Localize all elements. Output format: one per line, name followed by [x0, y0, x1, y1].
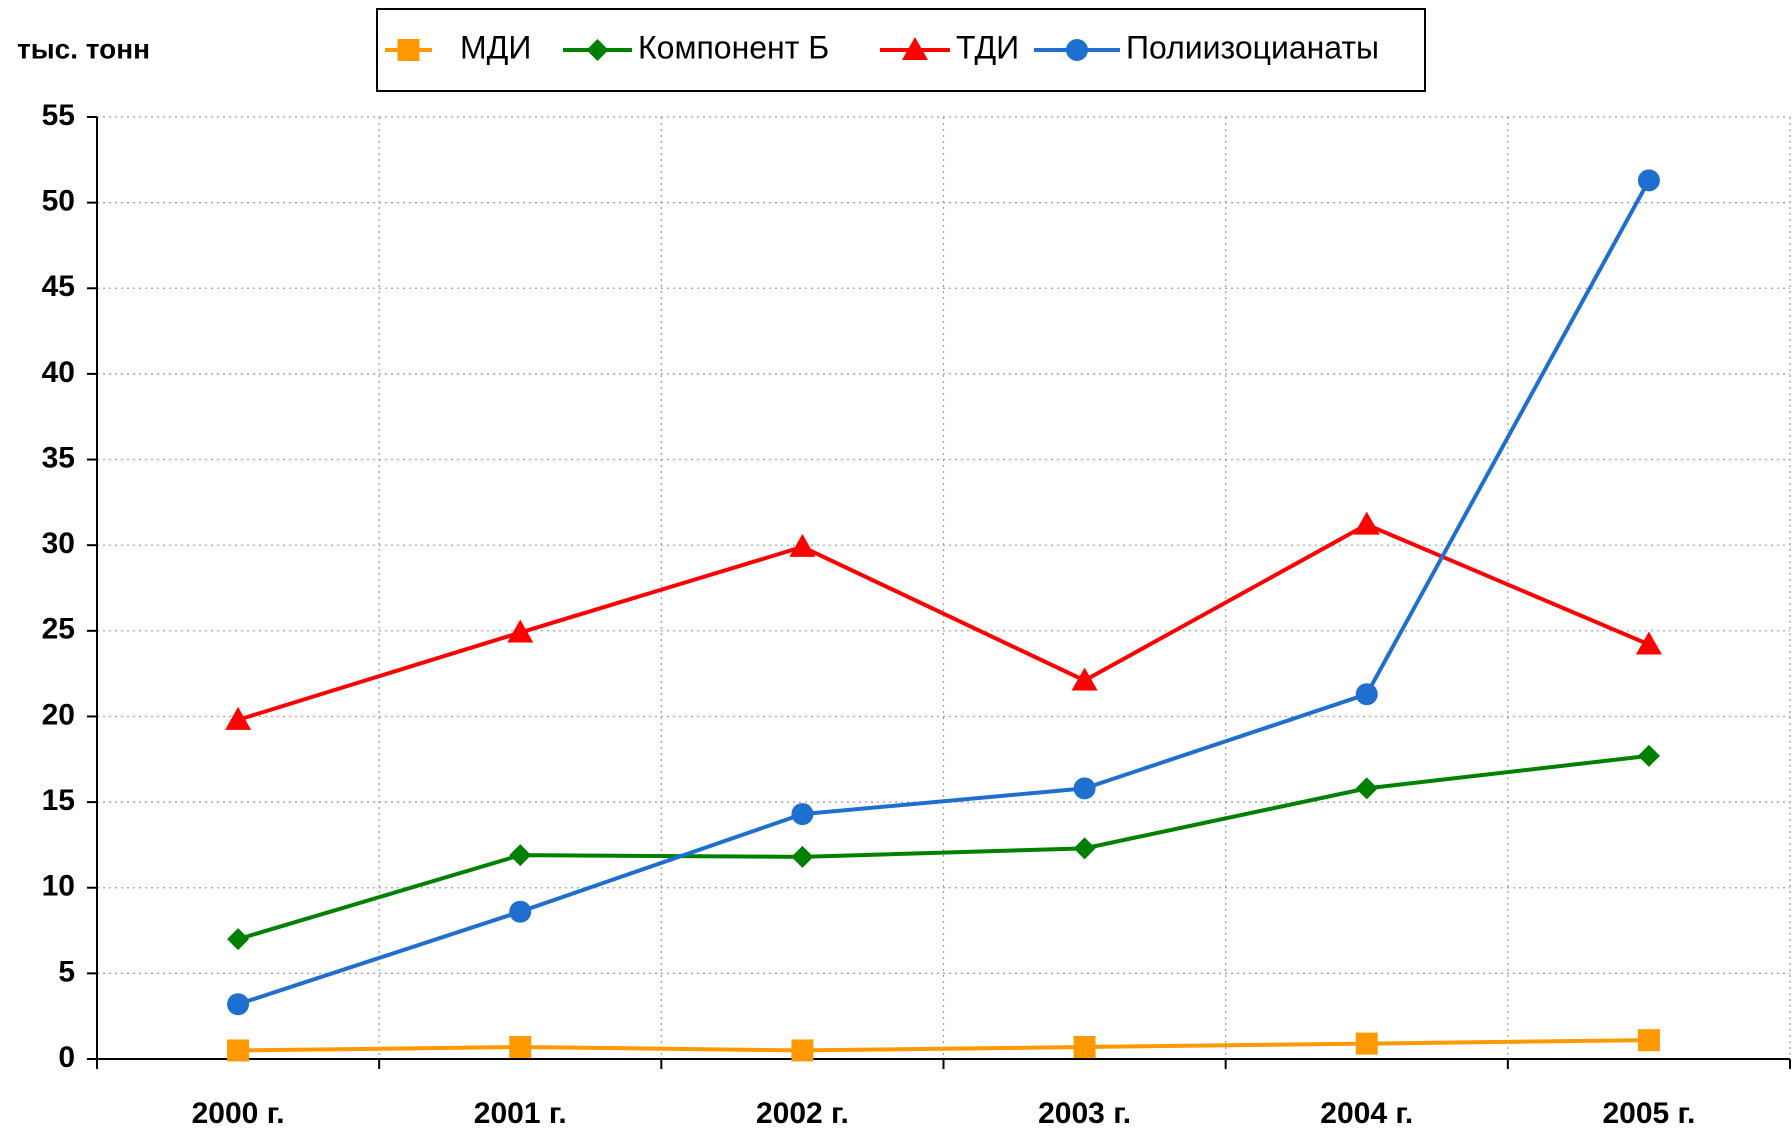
y-tick-label: 15	[42, 784, 75, 817]
marker	[791, 803, 814, 826]
series-line	[237, 753, 1650, 942]
marker	[1073, 1036, 1096, 1059]
marker	[509, 1036, 532, 1059]
legend-label: Компонент Б	[638, 29, 829, 65]
x-tick-label: 2001 г.	[474, 1097, 567, 1130]
marker	[1637, 744, 1660, 767]
x-tick-label: 2002 г.	[756, 1097, 849, 1130]
marker	[1637, 1029, 1660, 1052]
marker	[225, 706, 252, 730]
marker	[1355, 683, 1378, 706]
x-tick-label: 2004 г.	[1320, 1097, 1413, 1130]
y-tick-label: 0	[58, 1041, 75, 1074]
legend-label: ТДИ	[956, 29, 1019, 65]
y-tick-label: 20	[42, 698, 75, 731]
marker	[1071, 667, 1098, 691]
marker	[1073, 837, 1096, 860]
marker	[789, 533, 816, 557]
marker	[509, 900, 532, 923]
x-tick-label: 2005 г.	[1602, 1097, 1695, 1130]
y-tick-label: 35	[42, 441, 75, 474]
y-tick-label: 25	[42, 613, 75, 646]
y-tick-label: 30	[42, 527, 75, 560]
y-tick-label: 50	[42, 185, 75, 218]
marker	[397, 39, 420, 61]
marker	[902, 37, 928, 60]
marker	[509, 844, 532, 867]
marker	[1635, 631, 1662, 655]
y-tick-label: 10	[42, 870, 75, 903]
y-tick-label: 45	[42, 270, 75, 303]
marker	[586, 39, 609, 61]
marker	[791, 1039, 814, 1062]
marker	[1066, 39, 1088, 61]
series-line	[237, 522, 1650, 722]
series-line	[238, 1038, 1649, 1053]
marker	[227, 928, 250, 951]
marker	[1355, 777, 1378, 800]
y-tick-label: 5	[58, 955, 75, 988]
y-axis-label: тыс. тонн	[17, 33, 150, 64]
legend-label: МДИ	[460, 29, 531, 65]
marker	[1637, 169, 1660, 192]
marker	[227, 1039, 250, 1062]
x-tick-label: 2003 г.	[1038, 1097, 1131, 1130]
marker	[1355, 1032, 1378, 1055]
x-tick-label: 2000 г.	[192, 1097, 285, 1130]
y-tick-label: 40	[42, 356, 75, 389]
marker	[791, 845, 814, 868]
marker	[507, 619, 534, 643]
legend-label: Полиизоцианаты	[1126, 29, 1379, 65]
marker	[1353, 511, 1380, 535]
y-tick-label: 55	[42, 99, 75, 132]
series-line	[237, 179, 1651, 1007]
marker	[227, 993, 250, 1016]
marker	[1073, 777, 1096, 800]
